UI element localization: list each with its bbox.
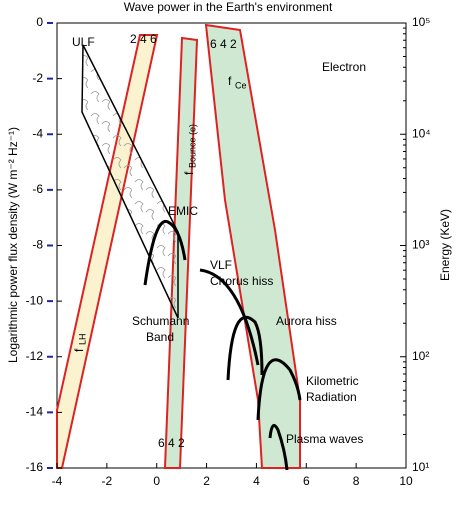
annotation: Kilometric bbox=[306, 374, 359, 388]
y-tick-label: -8 bbox=[32, 238, 43, 252]
annotation: ULF bbox=[72, 35, 95, 49]
annotation: Plasma waves bbox=[286, 432, 363, 446]
y2-tick-label: 10² bbox=[412, 349, 429, 363]
annotation: f bbox=[72, 348, 86, 352]
x-tick-label: -2 bbox=[102, 474, 113, 488]
chart-title: Wave power in the Earth's environment bbox=[124, 0, 333, 14]
y2-tick-label: 10¹ bbox=[412, 460, 429, 474]
annotation: 6 4 2 bbox=[158, 436, 185, 450]
wave-curves bbox=[143, 219, 302, 471]
annotation: VLF bbox=[210, 258, 232, 272]
annotation: Chorus hiss bbox=[210, 274, 273, 288]
x-tick-label: 0 bbox=[153, 474, 160, 488]
annotation: Ce bbox=[235, 80, 247, 90]
y2-tick-label: 10⁴ bbox=[412, 126, 431, 140]
ulf-region bbox=[81, 44, 179, 319]
y-tick-label: -14 bbox=[26, 405, 44, 419]
annotation: LH bbox=[77, 333, 87, 345]
y2-tick-label: 10⁵ bbox=[412, 15, 430, 29]
y-tick-label: -10 bbox=[26, 293, 44, 307]
annotation: Schumann bbox=[132, 314, 189, 328]
y-tick-label: -2 bbox=[32, 71, 43, 85]
x-tick-label: 4 bbox=[253, 474, 260, 488]
y-tick-label: -16 bbox=[26, 460, 44, 474]
annotation: Electron bbox=[322, 60, 366, 74]
annotation: 6 4 2 bbox=[210, 37, 237, 51]
y-tick-label: -6 bbox=[32, 182, 43, 196]
x-tick-label: 8 bbox=[353, 474, 360, 488]
x-tick-label: 6 bbox=[303, 474, 310, 488]
fce-band bbox=[204, 23, 301, 469]
y-axis-title: Logarithmic power flux density (W m⁻² Hz… bbox=[6, 127, 20, 363]
annotation: Aurora hiss bbox=[276, 314, 337, 328]
y2-axis-title: Energy (KeV) bbox=[438, 209, 452, 281]
annotation: f bbox=[228, 74, 232, 88]
annotation: EMIC bbox=[168, 204, 198, 218]
annotation: 2 4 6 bbox=[130, 32, 157, 46]
annotation: Radiation bbox=[306, 390, 357, 404]
annotation: Bounce (e) bbox=[187, 124, 197, 168]
annotation: Band bbox=[146, 330, 174, 344]
y2-tick-label: 10³ bbox=[412, 238, 429, 252]
y-tick-label: -12 bbox=[26, 349, 44, 363]
x-tick-label: 2 bbox=[203, 474, 210, 488]
x-tick-label: -4 bbox=[52, 474, 63, 488]
annotation: f bbox=[182, 171, 196, 175]
y-tick-label: 0 bbox=[36, 15, 43, 29]
bounce-band bbox=[163, 36, 199, 469]
y-tick-label: -4 bbox=[32, 126, 43, 140]
x-tick-label: 10 bbox=[399, 474, 413, 488]
